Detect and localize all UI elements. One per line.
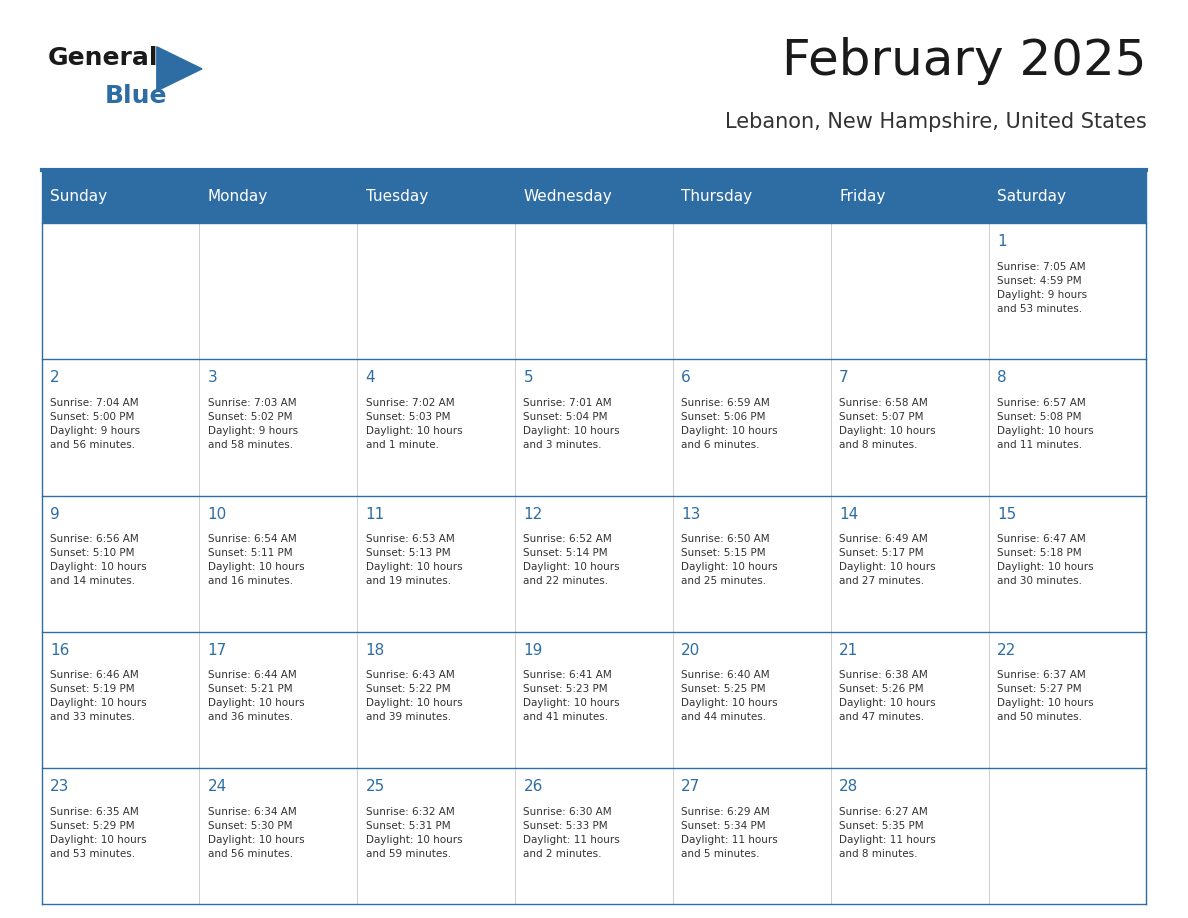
Text: Monday: Monday	[208, 189, 268, 204]
Bar	[42, 359, 1146, 496]
Text: Sunrise: 6:53 AM
Sunset: 5:13 PM
Daylight: 10 hours
and 19 minutes.: Sunrise: 6:53 AM Sunset: 5:13 PM Dayligh…	[366, 534, 462, 586]
Text: Sunrise: 6:32 AM
Sunset: 5:31 PM
Daylight: 10 hours
and 59 minutes.: Sunrise: 6:32 AM Sunset: 5:31 PM Dayligh…	[366, 807, 462, 858]
Text: 15: 15	[997, 507, 1016, 521]
Text: 3: 3	[208, 370, 217, 386]
Text: 24: 24	[208, 779, 227, 794]
Text: 6: 6	[681, 370, 691, 386]
Bar	[42, 223, 1146, 359]
Text: 16: 16	[50, 643, 69, 658]
Text: Sunrise: 6:57 AM
Sunset: 5:08 PM
Daylight: 10 hours
and 11 minutes.: Sunrise: 6:57 AM Sunset: 5:08 PM Dayligh…	[997, 397, 1093, 450]
Text: 20: 20	[681, 643, 701, 658]
Text: 7: 7	[839, 370, 848, 386]
Text: General: General	[48, 46, 158, 70]
Text: Sunrise: 6:30 AM
Sunset: 5:33 PM
Daylight: 11 hours
and 2 minutes.: Sunrise: 6:30 AM Sunset: 5:33 PM Dayligh…	[524, 807, 620, 858]
Text: 26: 26	[524, 779, 543, 794]
Text: Sunrise: 6:52 AM
Sunset: 5:14 PM
Daylight: 10 hours
and 22 minutes.: Sunrise: 6:52 AM Sunset: 5:14 PM Dayligh…	[524, 534, 620, 586]
Text: Sunrise: 6:58 AM
Sunset: 5:07 PM
Daylight: 10 hours
and 8 minutes.: Sunrise: 6:58 AM Sunset: 5:07 PM Dayligh…	[839, 397, 936, 450]
Text: Sunrise: 6:41 AM
Sunset: 5:23 PM
Daylight: 10 hours
and 41 minutes.: Sunrise: 6:41 AM Sunset: 5:23 PM Dayligh…	[524, 670, 620, 722]
Text: 14: 14	[839, 507, 858, 521]
Text: Lebanon, New Hampshire, United States: Lebanon, New Hampshire, United States	[725, 112, 1146, 132]
Text: Sunrise: 6:46 AM
Sunset: 5:19 PM
Daylight: 10 hours
and 33 minutes.: Sunrise: 6:46 AM Sunset: 5:19 PM Dayligh…	[50, 670, 146, 722]
Text: Sunrise: 6:54 AM
Sunset: 5:11 PM
Daylight: 10 hours
and 16 minutes.: Sunrise: 6:54 AM Sunset: 5:11 PM Dayligh…	[208, 534, 304, 586]
Bar	[42, 170, 1146, 223]
Bar	[42, 496, 1146, 632]
Text: Sunrise: 6:35 AM
Sunset: 5:29 PM
Daylight: 10 hours
and 53 minutes.: Sunrise: 6:35 AM Sunset: 5:29 PM Dayligh…	[50, 807, 146, 858]
Text: Thursday: Thursday	[681, 189, 752, 204]
Text: Sunrise: 7:03 AM
Sunset: 5:02 PM
Daylight: 9 hours
and 58 minutes.: Sunrise: 7:03 AM Sunset: 5:02 PM Dayligh…	[208, 397, 298, 450]
Text: 27: 27	[681, 779, 701, 794]
Text: Sunrise: 7:01 AM
Sunset: 5:04 PM
Daylight: 10 hours
and 3 minutes.: Sunrise: 7:01 AM Sunset: 5:04 PM Dayligh…	[524, 397, 620, 450]
Bar	[42, 632, 1146, 768]
Text: Sunrise: 7:05 AM
Sunset: 4:59 PM
Daylight: 9 hours
and 53 minutes.: Sunrise: 7:05 AM Sunset: 4:59 PM Dayligh…	[997, 262, 1087, 314]
Text: February 2025: February 2025	[782, 37, 1146, 84]
Text: Sunrise: 6:38 AM
Sunset: 5:26 PM
Daylight: 10 hours
and 47 minutes.: Sunrise: 6:38 AM Sunset: 5:26 PM Dayligh…	[839, 670, 936, 722]
Text: 5: 5	[524, 370, 533, 386]
Text: 28: 28	[839, 779, 858, 794]
Text: 11: 11	[366, 507, 385, 521]
Text: 19: 19	[524, 643, 543, 658]
Text: Sunrise: 6:47 AM
Sunset: 5:18 PM
Daylight: 10 hours
and 30 minutes.: Sunrise: 6:47 AM Sunset: 5:18 PM Dayligh…	[997, 534, 1093, 586]
Text: Wednesday: Wednesday	[524, 189, 612, 204]
Text: Sunrise: 6:56 AM
Sunset: 5:10 PM
Daylight: 10 hours
and 14 minutes.: Sunrise: 6:56 AM Sunset: 5:10 PM Dayligh…	[50, 534, 146, 586]
Text: 8: 8	[997, 370, 1006, 386]
Text: Sunrise: 6:37 AM
Sunset: 5:27 PM
Daylight: 10 hours
and 50 minutes.: Sunrise: 6:37 AM Sunset: 5:27 PM Dayligh…	[997, 670, 1093, 722]
Bar	[42, 768, 1146, 904]
Text: Sunrise: 7:02 AM
Sunset: 5:03 PM
Daylight: 10 hours
and 1 minute.: Sunrise: 7:02 AM Sunset: 5:03 PM Dayligh…	[366, 397, 462, 450]
Text: Sunrise: 6:49 AM
Sunset: 5:17 PM
Daylight: 10 hours
and 27 minutes.: Sunrise: 6:49 AM Sunset: 5:17 PM Dayligh…	[839, 534, 936, 586]
Text: Friday: Friday	[839, 189, 885, 204]
Text: Sunrise: 6:40 AM
Sunset: 5:25 PM
Daylight: 10 hours
and 44 minutes.: Sunrise: 6:40 AM Sunset: 5:25 PM Dayligh…	[681, 670, 778, 722]
Text: Sunrise: 7:04 AM
Sunset: 5:00 PM
Daylight: 9 hours
and 56 minutes.: Sunrise: 7:04 AM Sunset: 5:00 PM Dayligh…	[50, 397, 140, 450]
Text: Sunrise: 6:43 AM
Sunset: 5:22 PM
Daylight: 10 hours
and 39 minutes.: Sunrise: 6:43 AM Sunset: 5:22 PM Dayligh…	[366, 670, 462, 722]
Text: 23: 23	[50, 779, 69, 794]
Text: Sunrise: 6:27 AM
Sunset: 5:35 PM
Daylight: 11 hours
and 8 minutes.: Sunrise: 6:27 AM Sunset: 5:35 PM Dayligh…	[839, 807, 936, 858]
Text: Sunrise: 6:50 AM
Sunset: 5:15 PM
Daylight: 10 hours
and 25 minutes.: Sunrise: 6:50 AM Sunset: 5:15 PM Dayligh…	[681, 534, 778, 586]
Text: 17: 17	[208, 643, 227, 658]
Polygon shape	[157, 47, 202, 91]
Text: 9: 9	[50, 507, 59, 521]
Text: 22: 22	[997, 643, 1016, 658]
Text: Sunrise: 6:29 AM
Sunset: 5:34 PM
Daylight: 11 hours
and 5 minutes.: Sunrise: 6:29 AM Sunset: 5:34 PM Dayligh…	[681, 807, 778, 858]
Text: Sunrise: 6:34 AM
Sunset: 5:30 PM
Daylight: 10 hours
and 56 minutes.: Sunrise: 6:34 AM Sunset: 5:30 PM Dayligh…	[208, 807, 304, 858]
Text: 12: 12	[524, 507, 543, 521]
Text: 4: 4	[366, 370, 375, 386]
Text: 10: 10	[208, 507, 227, 521]
Text: Sunrise: 6:59 AM
Sunset: 5:06 PM
Daylight: 10 hours
and 6 minutes.: Sunrise: 6:59 AM Sunset: 5:06 PM Dayligh…	[681, 397, 778, 450]
Text: Saturday: Saturday	[997, 189, 1066, 204]
Text: 1: 1	[997, 234, 1006, 249]
Text: Blue: Blue	[105, 84, 168, 108]
Text: Tuesday: Tuesday	[366, 189, 428, 204]
Text: 21: 21	[839, 643, 858, 658]
Text: 13: 13	[681, 507, 701, 521]
Text: 25: 25	[366, 779, 385, 794]
Text: 18: 18	[366, 643, 385, 658]
Text: 2: 2	[50, 370, 59, 386]
Text: Sunrise: 6:44 AM
Sunset: 5:21 PM
Daylight: 10 hours
and 36 minutes.: Sunrise: 6:44 AM Sunset: 5:21 PM Dayligh…	[208, 670, 304, 722]
Text: Sunday: Sunday	[50, 189, 107, 204]
